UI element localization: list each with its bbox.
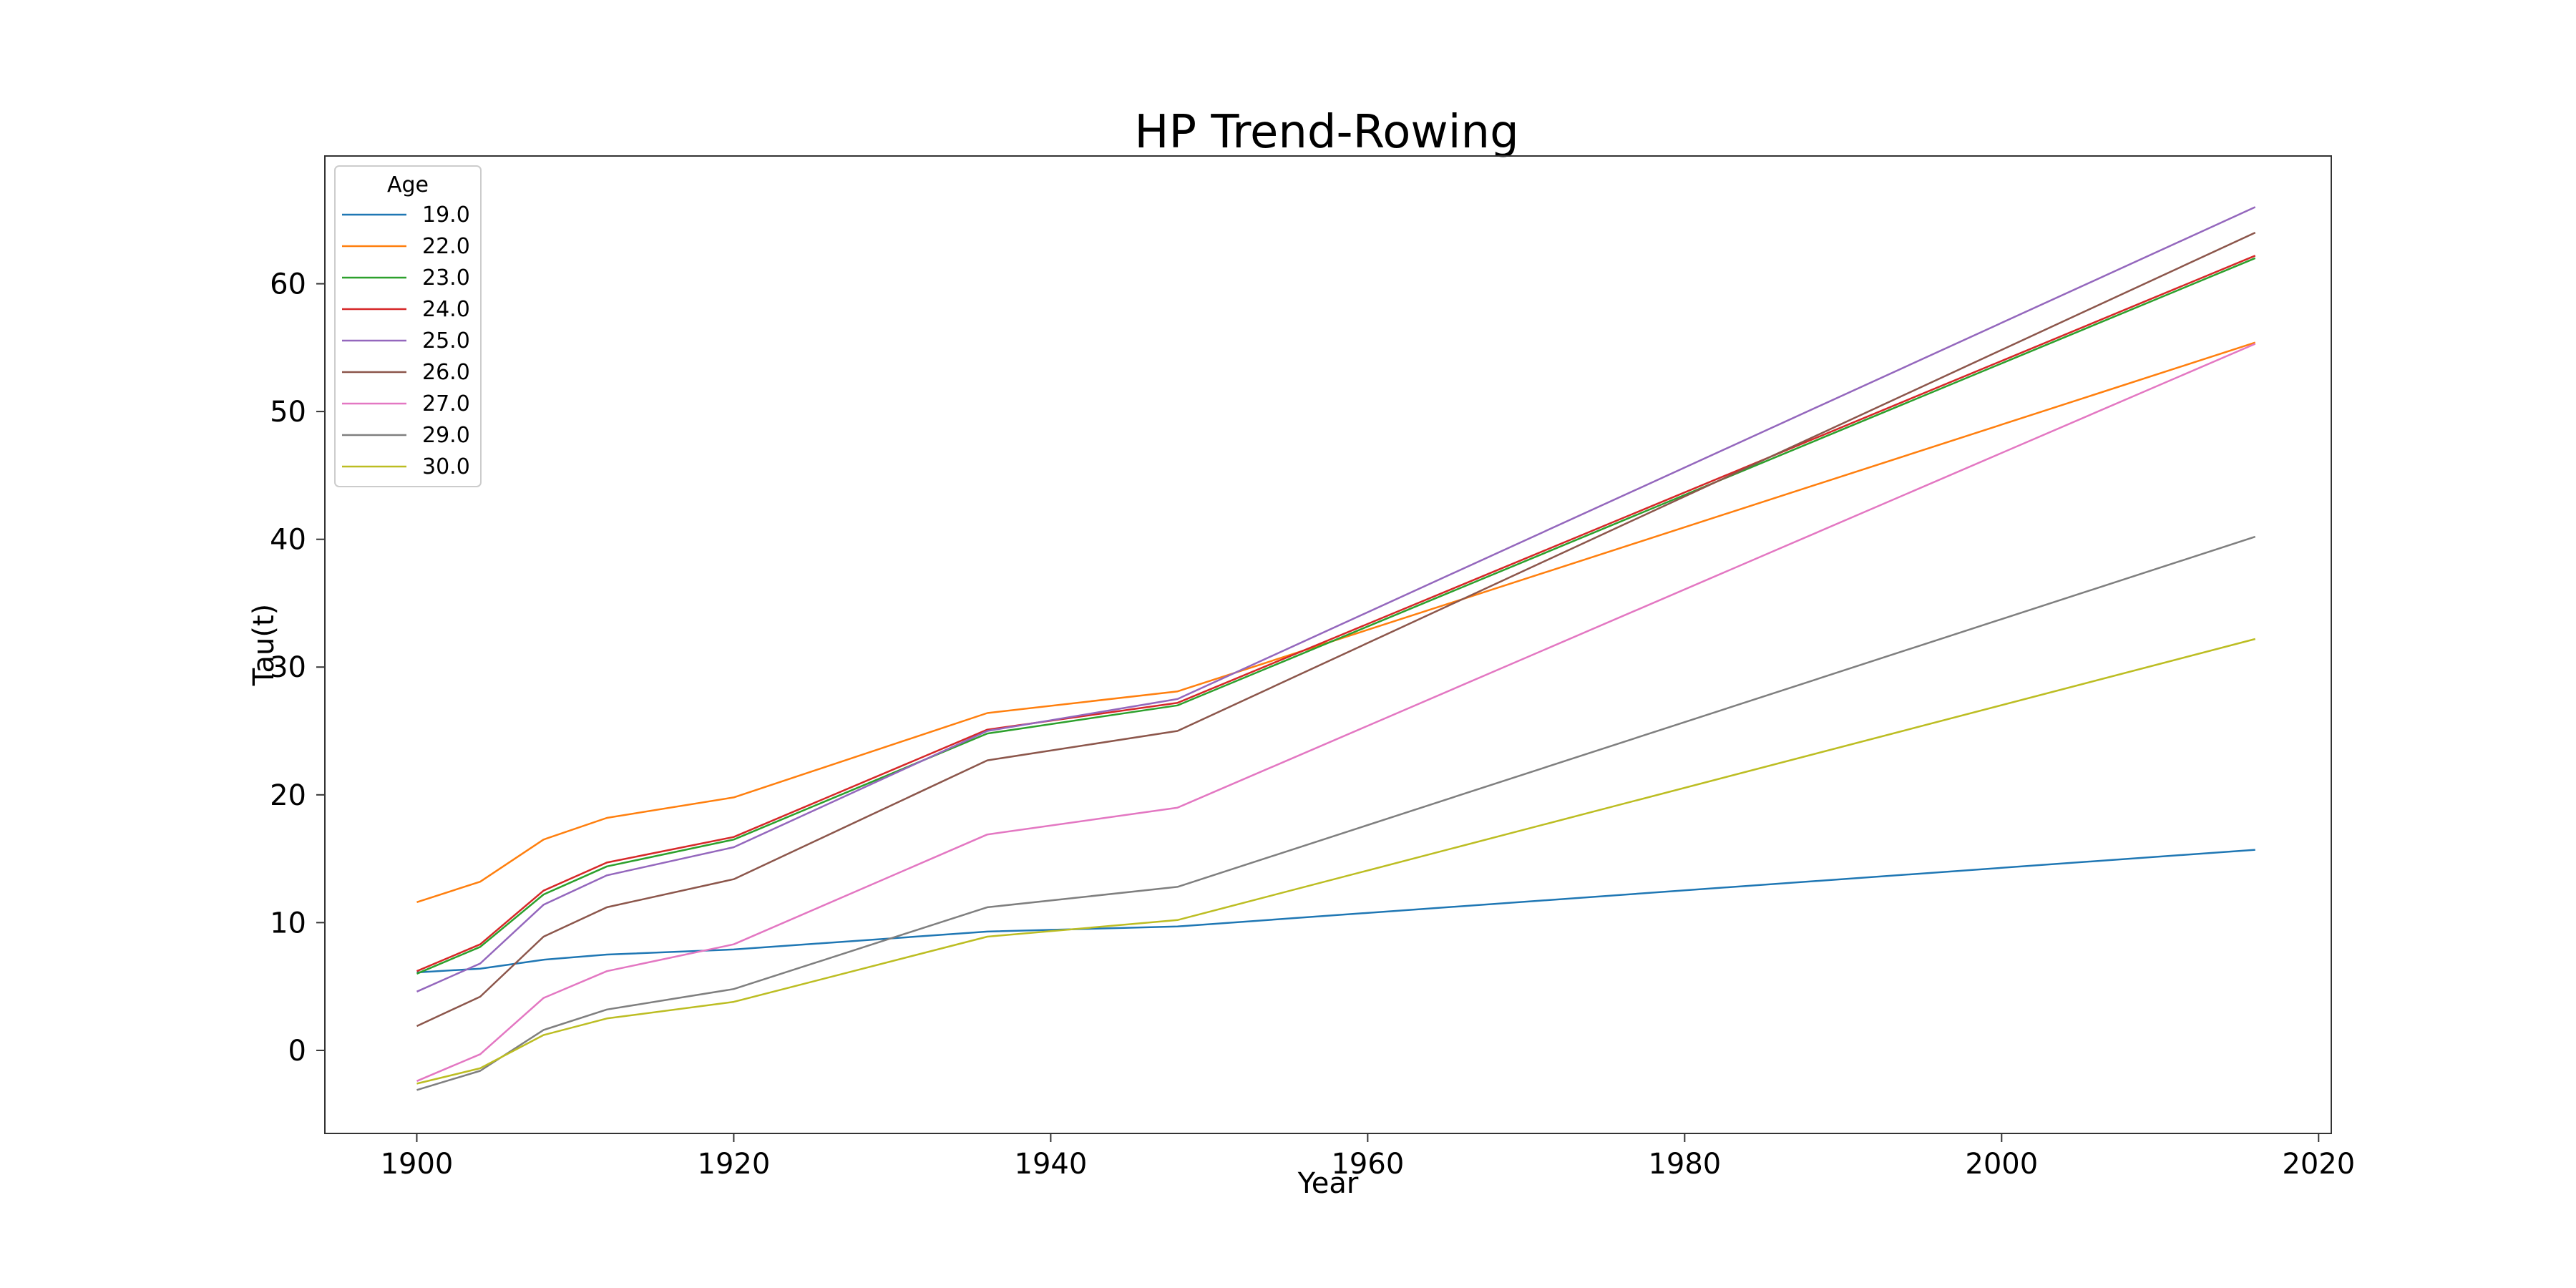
series-line-25.0: [416, 206, 2256, 992]
legend-item: 25.0: [342, 328, 470, 353]
legend-label: 22.0: [422, 234, 470, 259]
y-axis: 0 10 20 30 40 50 60: [270, 268, 325, 1068]
x-tick-label: 1920: [698, 1148, 771, 1181]
x-tick-label: 1960: [1331, 1148, 1404, 1181]
legend-label: 27.0: [422, 391, 470, 416]
y-tick-label: 0: [288, 1035, 306, 1068]
legend-item: 29.0: [342, 423, 470, 448]
legend-label: 30.0: [422, 454, 470, 479]
legend-label: 23.0: [422, 265, 470, 291]
y-tick-label: 50: [270, 396, 306, 429]
series-line-26.0: [416, 231, 2256, 1028]
legend-label: 19.0: [422, 203, 470, 228]
series-line-27.0: [416, 343, 2256, 1082]
y-tick-label: 10: [270, 907, 306, 940]
y-axis-label: Tau(t): [248, 604, 280, 687]
legend-label: 25.0: [422, 328, 470, 353]
x-tick-label: 2020: [2282, 1148, 2355, 1181]
series-layer: [416, 206, 2256, 1091]
plot-frame: [324, 155, 2332, 1134]
legend-item: 22.0: [342, 234, 470, 259]
chart-title: HP Trend-Rowing: [1134, 106, 1518, 159]
legend-label: 24.0: [422, 297, 470, 322]
series-line-29.0: [416, 535, 2256, 1091]
legend-item: 23.0: [342, 265, 470, 291]
legend-label: 29.0: [422, 423, 470, 448]
y-tick-label: 30: [270, 651, 306, 684]
series-line-22.0: [416, 341, 2256, 903]
legend-item: 30.0: [342, 454, 470, 479]
series-line-19.0: [416, 849, 2255, 974]
y-tick-label: 20: [270, 779, 306, 812]
x-axis: 1900 1920 1940 1960 1980 2000 2020: [381, 1133, 2355, 1181]
legend-item: 24.0: [342, 297, 470, 322]
series-line-24.0: [416, 255, 2256, 972]
x-axis-label: Year: [1297, 1167, 1359, 1200]
legend-item: 26.0: [342, 360, 470, 385]
legend-item: 27.0: [342, 391, 470, 416]
x-tick-label: 1900: [381, 1148, 454, 1181]
y-tick-label: 40: [270, 524, 306, 557]
x-tick-label: 1940: [1015, 1148, 1088, 1181]
x-tick-label: 2000: [1965, 1148, 2038, 1181]
legend-title: Age: [387, 172, 429, 197]
series-line-30.0: [416, 638, 2256, 1085]
legend: Age 19.0 22.0 23.0 24.0 25.0 26.0 27.0 29.0 30.0: [334, 165, 482, 487]
x-tick-label: 1980: [1648, 1148, 1721, 1181]
series-line-23.0: [416, 257, 2256, 975]
plot-area: [324, 155, 2332, 1134]
legend-items: 19.0 22.0 23.0 24.0 25.0 26.0 27.0 29.0 30.0: [342, 203, 470, 479]
legend-label: 26.0: [422, 360, 470, 385]
legend-item: 19.0: [342, 203, 470, 228]
y-tick-label: 60: [270, 268, 306, 301]
